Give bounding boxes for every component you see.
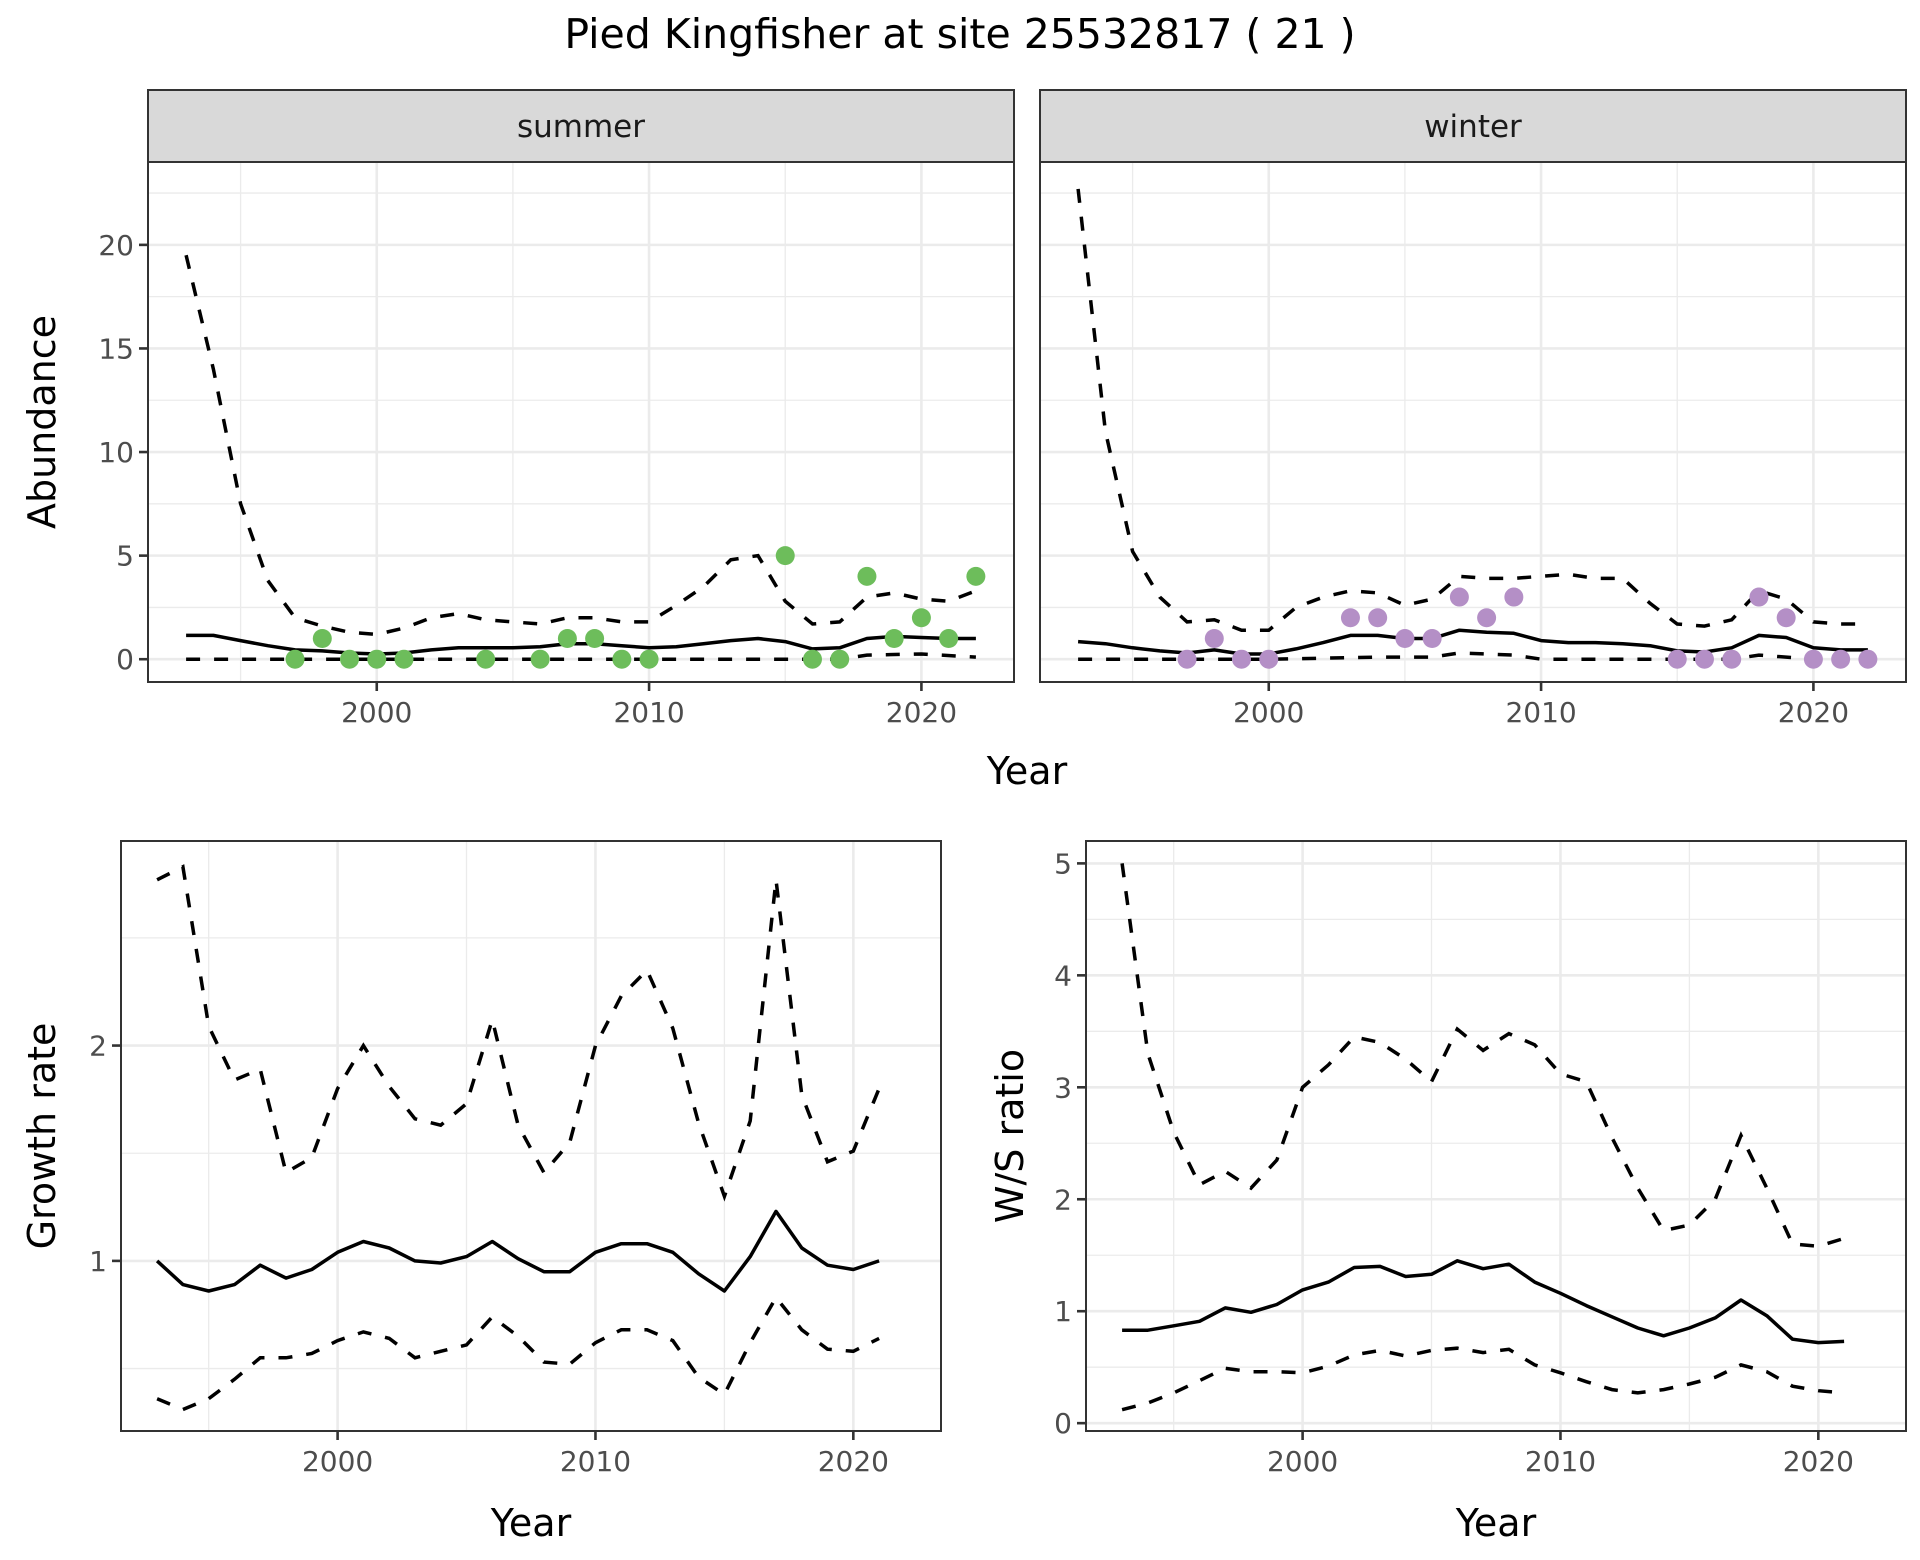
x-tick-label: 2010 xyxy=(560,1445,631,1478)
data-point xyxy=(1831,649,1851,669)
data-point xyxy=(1259,649,1279,669)
data-point xyxy=(911,608,931,628)
y-tick-label: 5 xyxy=(116,540,134,573)
data-point xyxy=(830,649,850,669)
series-line-lower xyxy=(156,1294,880,1412)
x-tick-label: 2020 xyxy=(886,696,957,729)
data-point xyxy=(1803,649,1823,669)
data-point xyxy=(1177,649,1197,669)
abundance-x-title: Year xyxy=(986,749,1068,793)
series-line-estimate xyxy=(155,1209,880,1293)
x-tick-label: 2000 xyxy=(1233,696,1304,729)
data-point xyxy=(884,628,904,648)
data-point xyxy=(367,649,387,669)
data-point xyxy=(802,649,822,669)
y-tick-label: 3 xyxy=(1054,1071,1072,1104)
data-point xyxy=(612,649,632,669)
data-point xyxy=(394,649,414,669)
series-line-estimate xyxy=(1122,1259,1845,1345)
x-tick-label: 2020 xyxy=(1783,1445,1854,1478)
y-tick-label: 1 xyxy=(1054,1295,1072,1328)
data-point xyxy=(1504,587,1524,607)
series-line-lower xyxy=(186,652,976,661)
y-tick-label: 5 xyxy=(1054,847,1072,880)
data-point xyxy=(1477,608,1497,628)
data-point xyxy=(1340,608,1360,628)
panel-border xyxy=(1085,840,1907,1432)
chart-title: Pied Kingfisher at site 25532817 ( 21 ) xyxy=(564,10,1355,58)
data-point xyxy=(1449,587,1469,607)
data-point xyxy=(639,649,659,669)
strip-winter xyxy=(1039,89,1907,163)
y-tick-label: 20 xyxy=(98,229,134,262)
y-tick-label: 4 xyxy=(1054,959,1072,992)
data-point xyxy=(585,628,605,648)
growth-y-title: Growth rate xyxy=(20,1023,64,1250)
series-line-upper xyxy=(1120,863,1845,1249)
abundance-y-title: Abundance xyxy=(20,315,64,529)
series-line-estimate xyxy=(186,633,976,656)
panel-border xyxy=(120,840,942,1432)
x-tick-label: 2010 xyxy=(613,696,684,729)
y-tick-label: 0 xyxy=(116,643,134,676)
ws-y-title: W/S ratio xyxy=(988,1049,1032,1223)
x-tick-label: 2020 xyxy=(818,1445,889,1478)
strip-label-summer: summer xyxy=(517,109,645,145)
data-point xyxy=(530,649,550,669)
panel-abundance-summer: summer 2000 2010 2020 0 5 10 15 20 xyxy=(98,89,1015,729)
panel-abundance-winter: winter 2000 2010 2020 xyxy=(1039,89,1907,729)
series-line-upper xyxy=(184,254,977,637)
plot-background xyxy=(148,162,1014,682)
x-tick-label: 2000 xyxy=(341,696,412,729)
data-point xyxy=(939,628,959,648)
data-point xyxy=(476,649,496,669)
y-tick-label: 1 xyxy=(89,1245,107,1278)
x-tick-label: 2000 xyxy=(302,1445,373,1478)
strip-label-winter: winter xyxy=(1424,109,1522,145)
panel-border xyxy=(1039,161,1907,683)
x-tick-label: 2000 xyxy=(1267,1445,1338,1478)
panel-border xyxy=(147,161,1015,683)
data-point xyxy=(857,566,877,586)
data-point xyxy=(775,546,795,566)
data-point xyxy=(1776,608,1796,628)
growth-x-title: Year xyxy=(490,1501,572,1545)
series-line-upper xyxy=(1076,188,1868,632)
data-point xyxy=(1422,628,1442,648)
panel-ws-ratio: 2000 2010 2020 0 1 2 3 4 5 xyxy=(1054,840,1907,1478)
data-point xyxy=(1204,628,1224,648)
series-line-lower xyxy=(1078,651,1868,661)
ws-x-title: Year xyxy=(1455,1501,1537,1545)
data-point xyxy=(1858,649,1878,669)
y-tick-label: 2 xyxy=(1054,1183,1072,1216)
series-line-estimate xyxy=(1077,628,1868,656)
series-line-upper xyxy=(156,864,881,1202)
data-point xyxy=(1232,649,1252,669)
data-point xyxy=(340,649,360,669)
y-tick-label: 0 xyxy=(1054,1407,1072,1440)
strip-summer xyxy=(147,89,1015,163)
panel-growth-rate: 2000 2010 2020 1 2 xyxy=(89,840,942,1478)
data-point xyxy=(557,628,577,648)
y-tick-label: 10 xyxy=(98,436,134,469)
x-tick-label: 2010 xyxy=(1525,1445,1596,1478)
plot-background xyxy=(1086,841,1906,1431)
data-point xyxy=(312,628,332,648)
data-point xyxy=(1368,608,1388,628)
data-point xyxy=(285,649,305,669)
data-point xyxy=(1667,649,1687,669)
data-point xyxy=(1694,649,1714,669)
data-point xyxy=(1395,628,1415,648)
x-tick-label: 2020 xyxy=(1778,696,1849,729)
series-line-lower xyxy=(1121,1346,1845,1412)
y-tick-label: 2 xyxy=(89,1030,107,1063)
y-tick-label: 15 xyxy=(98,332,134,365)
data-point xyxy=(1749,587,1769,607)
x-tick-label: 2010 xyxy=(1505,696,1576,729)
data-point xyxy=(1722,649,1742,669)
data-point xyxy=(966,566,986,586)
